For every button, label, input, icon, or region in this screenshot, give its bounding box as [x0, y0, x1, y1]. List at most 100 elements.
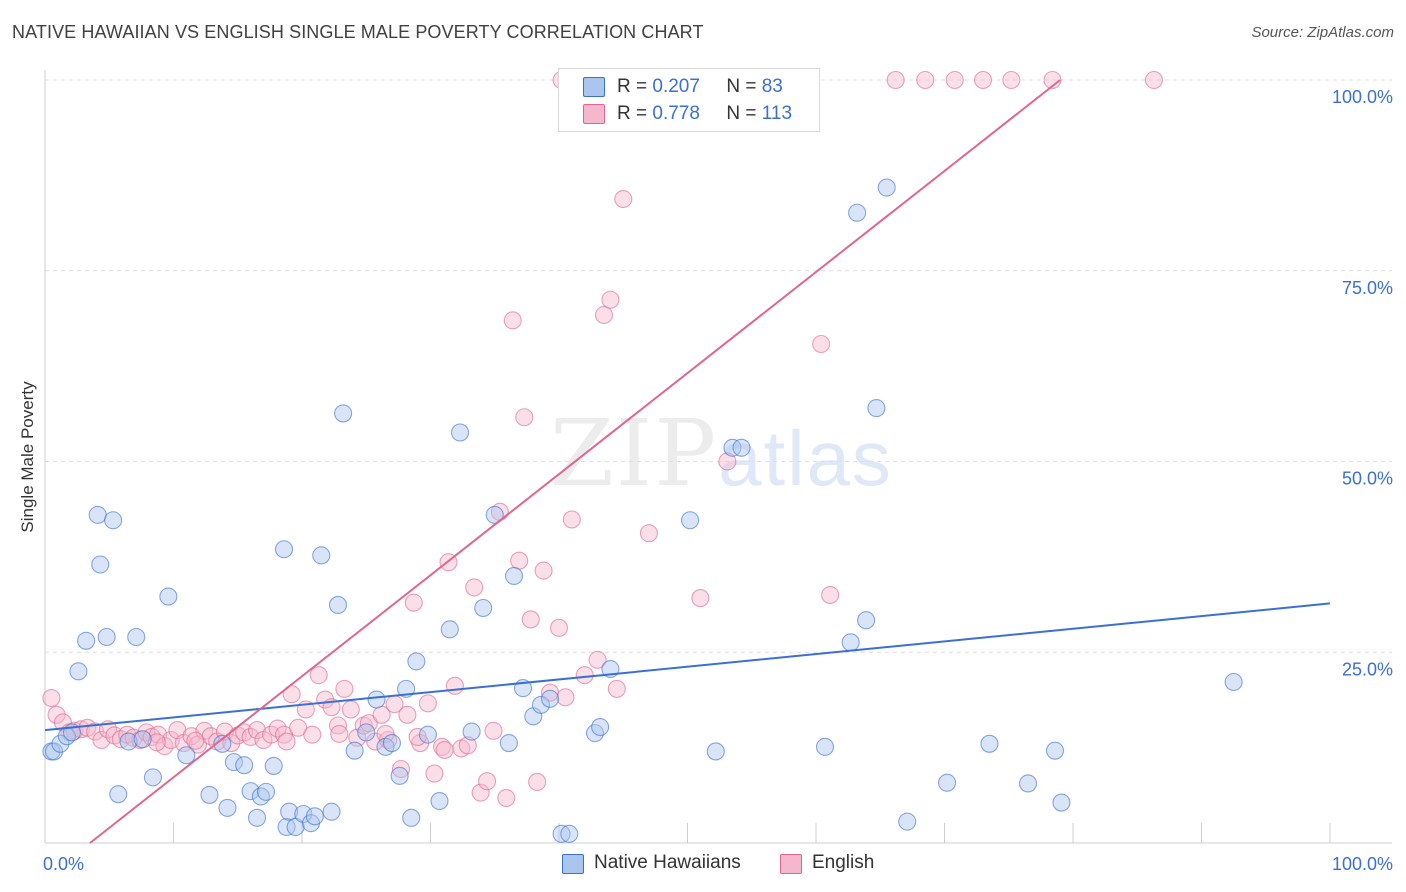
native-hawaiian-point: [328, 595, 348, 614]
native-hawaiian-point: [407, 652, 426, 671]
english-point: [341, 700, 360, 719]
english-point: [601, 290, 620, 309]
native-hawaiian-point: [474, 598, 493, 618]
y-tick-label: 75.0%: [1342, 278, 1393, 298]
english-point: [433, 737, 452, 756]
native-hawaiian-point: [241, 782, 260, 801]
legend-swatch-blue: [562, 854, 584, 874]
english-point: [639, 524, 659, 543]
legend-text: R = 0.207 N = 83: [617, 76, 783, 98]
english-point: [465, 578, 484, 597]
native-hawaiian-point: [51, 734, 70, 753]
legend-swatch-blue: [583, 77, 605, 97]
y-tick-label: 50.0%: [1342, 469, 1393, 489]
native-hawaiian-point: [177, 746, 196, 765]
r-label: R =: [617, 103, 648, 124]
stats-legend: R = 0.207 N = 83 R = 0.778 N = 113: [558, 68, 820, 132]
english-point: [435, 740, 454, 759]
native-hawaiian-point: [322, 802, 341, 821]
english-point: [534, 561, 553, 580]
native-hawaiian-point: [312, 546, 331, 565]
native-hawaiian-trendline: [44, 602, 1331, 732]
native-hawaiian-point: [200, 785, 219, 804]
native-hawaiian-point: [224, 753, 243, 772]
english-point: [282, 685, 301, 704]
native-hawaiian-point: [1224, 672, 1243, 692]
native-hawaiian-point: [104, 511, 123, 530]
r-value: 0.207: [652, 76, 700, 97]
english-point: [614, 189, 633, 209]
english-point: [47, 705, 66, 724]
english-point: [277, 732, 296, 751]
english-point: [404, 593, 423, 612]
native-hawaiian-point: [440, 620, 459, 639]
native-hawaiian-point: [499, 733, 518, 753]
native-hawaiian-point: [857, 611, 876, 630]
native-hawaiian-point: [305, 807, 324, 826]
native-hawaiian-point: [1052, 793, 1071, 812]
native-hawaiian-point: [504, 566, 524, 586]
english-point: [916, 70, 935, 90]
native-hawaiian-point: [591, 717, 610, 737]
native-hawaiian-point: [402, 808, 421, 827]
english-point: [425, 764, 444, 783]
legend-text: R = 0.778 N = 113: [617, 103, 792, 125]
watermark-atlas: atlas: [718, 414, 893, 502]
english-point: [528, 772, 547, 792]
native-hawaiian-point: [69, 662, 88, 681]
native-hawaiian-point: [264, 756, 283, 775]
native-hawaiian-point: [159, 587, 178, 606]
english-point: [521, 610, 540, 629]
native-hawaiian-point: [382, 733, 402, 753]
english-point: [484, 721, 503, 740]
english-point: [886, 70, 905, 90]
native-hawaiian-point: [44, 742, 64, 761]
legend-swatch-pink: [583, 104, 605, 124]
native-hawaiian-point: [1018, 774, 1038, 793]
native-hawaiian-point: [815, 737, 835, 756]
english-point: [376, 724, 395, 743]
chart-title: NATIVE HAWAIIAN VS ENGLISH SINGLE MALE P…: [12, 22, 704, 42]
native-hawaiian-point: [334, 404, 353, 423]
english-point: [445, 676, 464, 695]
english-point: [458, 736, 477, 755]
native-hawaiian-point: [706, 742, 725, 761]
x-tick-label: 0.0%: [43, 854, 84, 874]
english-point: [1144, 70, 1164, 90]
native-hawaiian-point: [552, 824, 571, 843]
english-trendline: [89, 79, 1061, 844]
english-point: [594, 305, 614, 325]
watermark-zip: ZIP: [550, 400, 719, 507]
english-point: [691, 589, 710, 608]
native-hawaiian-point: [77, 631, 96, 650]
english-point: [42, 688, 61, 708]
source-label: Source: ZipAtlas.com: [1251, 24, 1394, 41]
english-point: [575, 666, 594, 685]
english-point: [335, 679, 354, 698]
r-value: 0.778: [652, 103, 700, 124]
legend-swatch-pink: [780, 854, 802, 874]
native-hawaiian-point: [560, 824, 579, 843]
legend-label: Native Hawaiians: [594, 852, 741, 873]
english-point: [562, 510, 581, 529]
english-point: [510, 551, 529, 570]
r-label: R =: [617, 76, 648, 97]
english-point: [588, 650, 607, 669]
native-hawaiian-point: [540, 689, 560, 708]
native-hawaiian-point: [119, 732, 138, 751]
native-hawaiian-point: [357, 723, 376, 742]
english-point: [330, 724, 349, 743]
native-hawaiian-point: [980, 734, 999, 753]
english-point: [821, 585, 840, 605]
native-hawaiian-point: [462, 722, 481, 741]
n-label: N =: [726, 103, 757, 124]
legend-label: English: [812, 852, 875, 873]
english-point: [556, 688, 575, 707]
english-point: [391, 759, 410, 779]
english-point: [945, 70, 964, 90]
english-point: [303, 725, 322, 744]
english-point: [398, 705, 417, 724]
native-hawaiian-point: [133, 730, 152, 749]
native-hawaiian-point: [390, 766, 409, 785]
